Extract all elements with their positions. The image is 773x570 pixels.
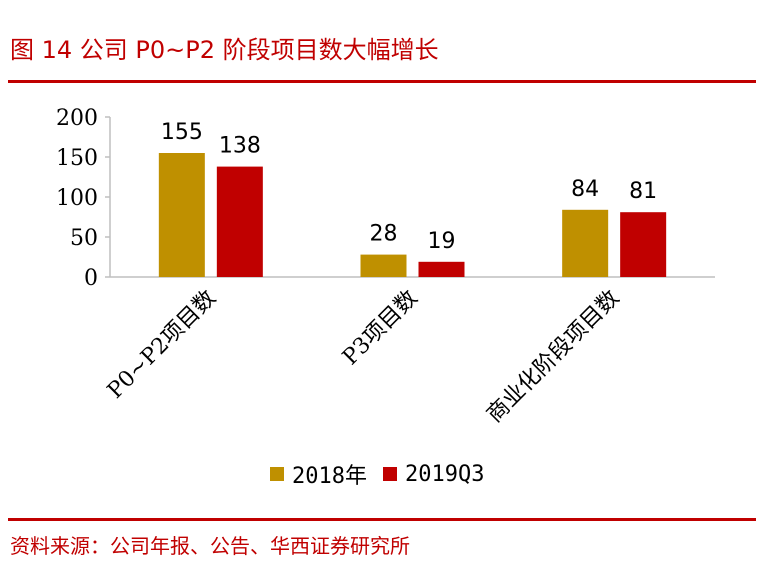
category-label: P3项目数 [338,286,423,371]
legend-label-2018: 2018年 [292,464,367,489]
bar [620,212,667,277]
legend: 2018年 2019Q3 [270,458,484,490]
legend-item-2018: 2018年 [270,458,367,490]
y-tick-label: 100 [56,186,98,211]
category-labels: P0~P2项目数 P3项目数 商业化阶段项目数 [103,286,624,428]
bar-chart: 200 150 100 50 0 155 138 28 19 84 81 P0~P2项目数 P3项目… [56,106,715,428]
category-label: 商业化阶段项目数 [482,286,624,428]
bar [360,254,407,277]
data-label: 19 [428,229,456,254]
y-tick-label: 200 [56,106,98,131]
data-label: 28 [370,222,398,247]
chart-title: 图 14 公司 P0~P2 阶段项目数大幅增长 [10,36,439,64]
data-label: 84 [571,177,599,202]
legend-swatch-2019q3 [382,467,397,481]
category-label: P0~P2项目数 [103,286,221,404]
bar [216,166,263,277]
y-tick-label: 0 [84,266,98,291]
data-label: 155 [161,120,203,145]
data-label: 81 [629,179,657,204]
y-axis-ticks: 200 150 100 50 0 [56,106,110,291]
y-tick-label: 50 [70,226,98,251]
bar [562,209,609,277]
y-tick-label: 150 [56,146,98,171]
bars [158,153,667,277]
footer-divider [8,518,756,521]
bar [158,153,205,277]
data-label: 138 [219,134,261,159]
legend-label-2019q3: 2019Q3 [404,461,485,487]
source-note: 资料来源：公司年报、公告、华西证券研究所 [10,534,410,558]
bar [418,261,465,277]
legend-item-2019q3: 2019Q3 [382,461,485,487]
data-labels: 155 138 28 19 84 81 [161,120,657,254]
legend-swatch-2018 [270,467,284,481]
title-divider [8,80,756,83]
